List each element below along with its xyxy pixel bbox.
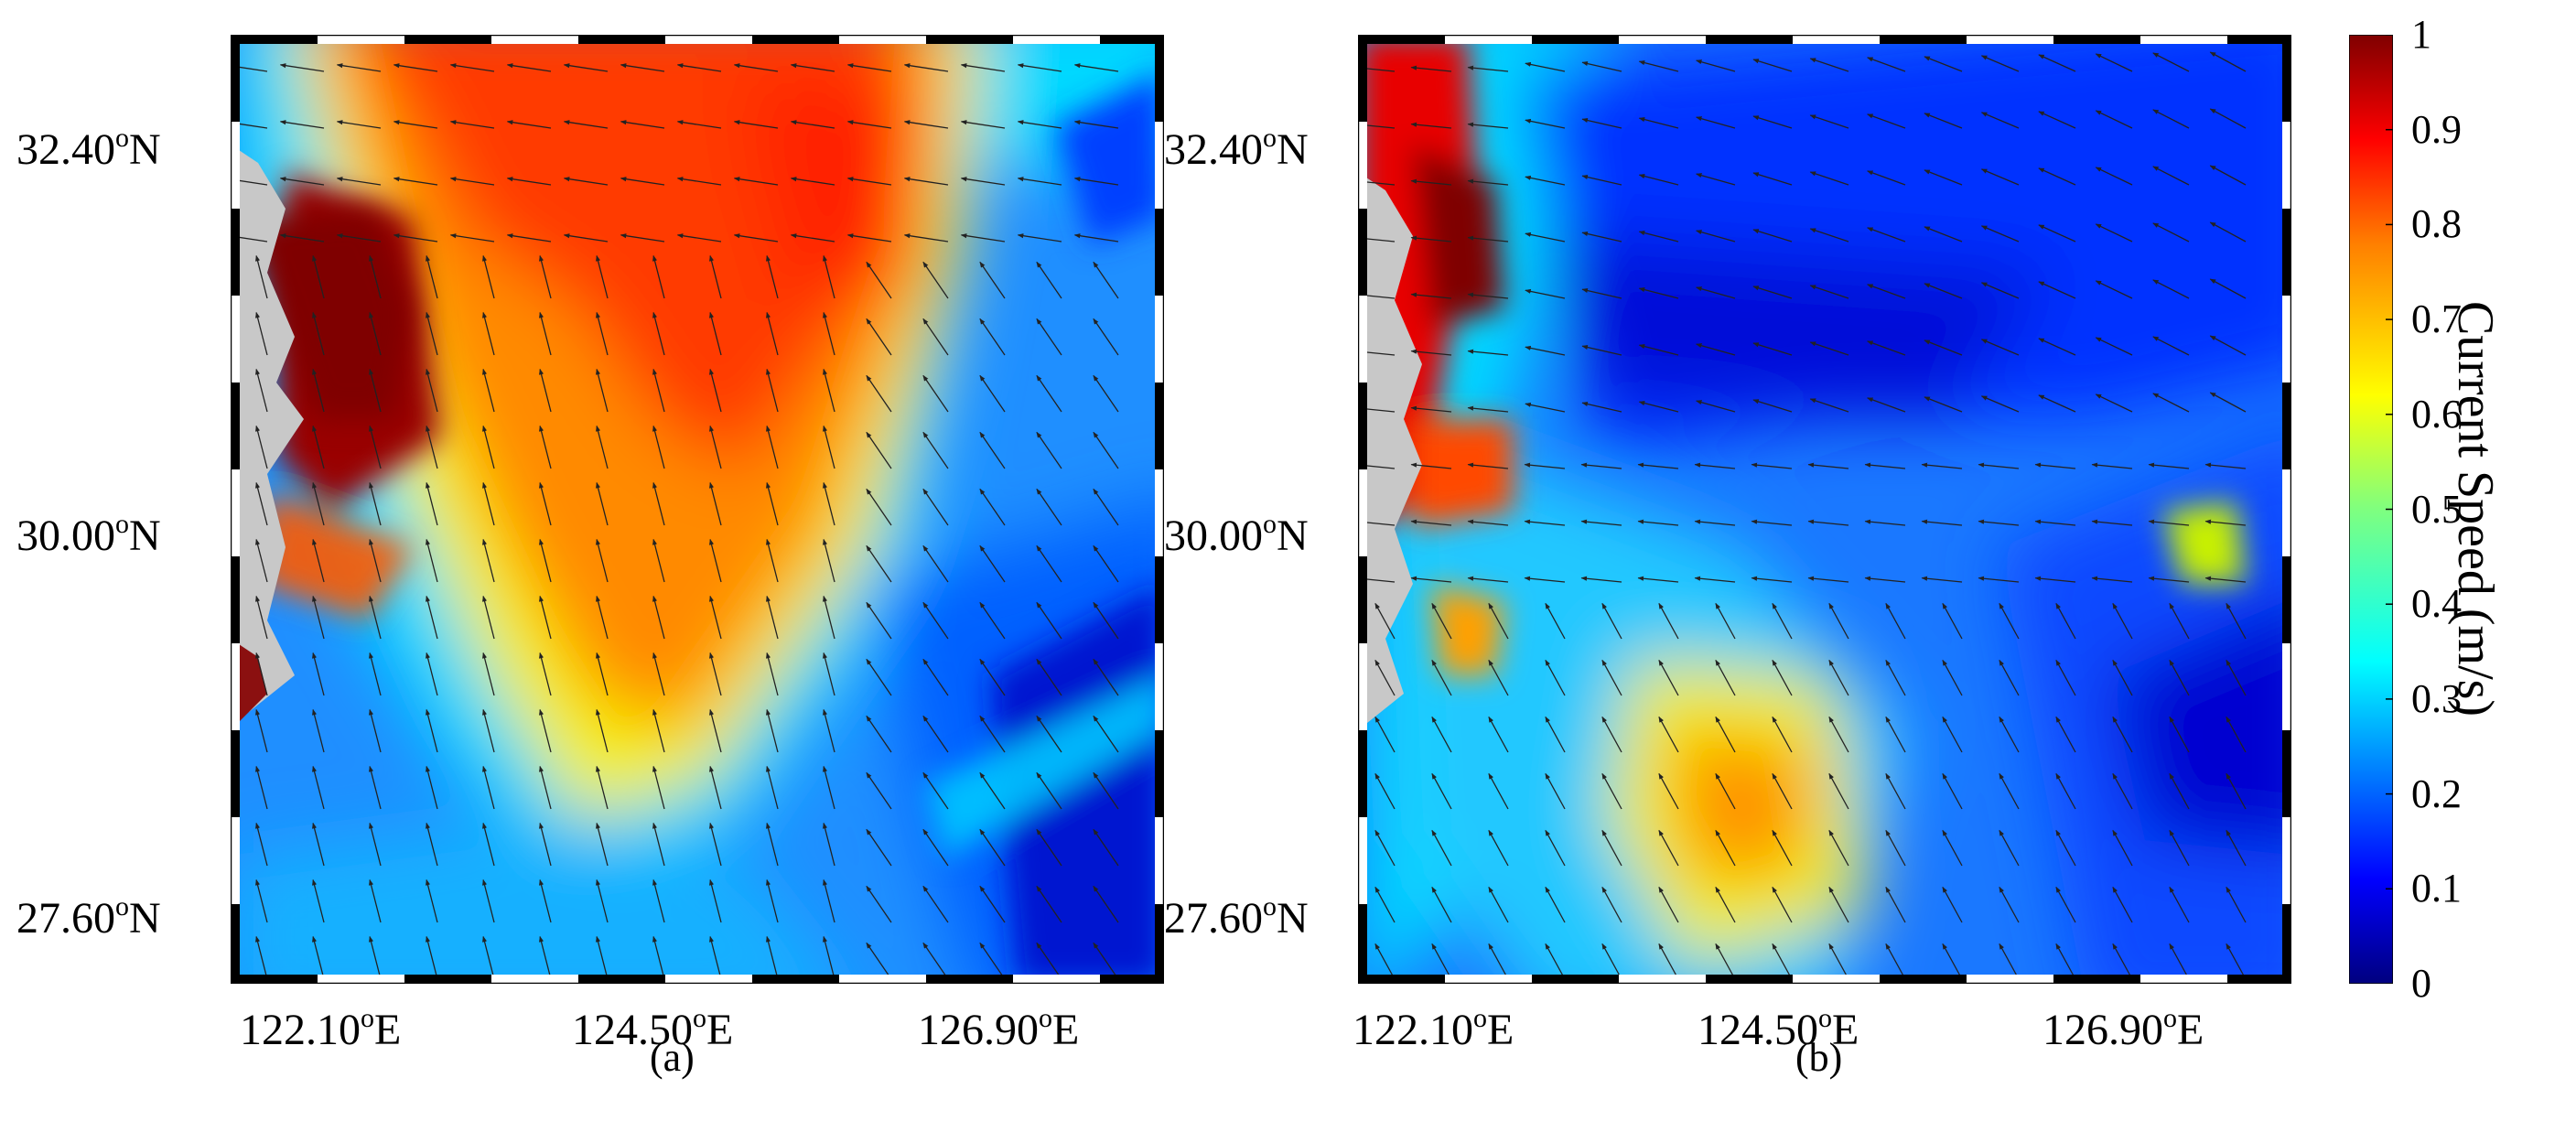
panel-a-label: (a) [650, 1035, 695, 1080]
velocity-vectors-a [231, 63, 1119, 980]
panel-b-label: (b) [1795, 1035, 1843, 1080]
current-speed-field-b [1358, 35, 2291, 984]
map-panel-a [231, 35, 1164, 984]
panel-b-lat-label-1: 32.40oN [1164, 123, 1309, 174]
panel-b-lat-label-2: 30.00oN [1164, 509, 1309, 560]
current-speed-field-a [231, 35, 1164, 984]
colorbar-tick-label: 0.6 [2411, 391, 2462, 437]
colorbar [2349, 35, 2393, 984]
colorbar-tick-label: 0.1 [2411, 866, 2462, 911]
colorbar-tick-label: 0.2 [2411, 771, 2462, 816]
map-frame-b [1358, 35, 2291, 984]
velocity-vectors-b [1358, 51, 2247, 980]
map-panel-b [1358, 35, 2291, 984]
panel-a-lat-label-2: 30.00oN [16, 509, 161, 560]
colorbar-tick-label: 0.8 [2411, 201, 2462, 247]
panel-b-lon-label-3: 126.90oE [2042, 1003, 2204, 1054]
colorbar-tick-label: 0.3 [2411, 675, 2462, 721]
colorbar-tick-label: 0.7 [2411, 296, 2462, 342]
panel-b-lon-label-2: 124.50oE [1698, 1003, 1859, 1054]
colorbar-title: Current Speed (m/s) [2447, 300, 2504, 717]
panel-b-lat-label-3: 27.60oN [1164, 891, 1309, 943]
colorbar-tick-label: 1 [2411, 12, 2431, 57]
panel-a-lon-label-2: 124.50oE [572, 1003, 734, 1054]
colorbar-tick-label: 0.5 [2411, 486, 2462, 532]
colorbar-tick-label: 0.9 [2411, 106, 2462, 152]
panel-a-lon-label-3: 126.90oE [918, 1003, 1080, 1054]
colorbar-tick-label: 0 [2411, 961, 2431, 1006]
panel-a-lat-label-1: 32.40oN [16, 123, 161, 174]
map-frame-a [231, 35, 1164, 984]
panel-a-lon-label-1: 122.10oE [240, 1003, 402, 1054]
panel-a-lat-label-3: 27.60oN [16, 891, 161, 943]
colorbar-tick-label: 0.4 [2411, 581, 2462, 627]
panel-b-lon-label-1: 122.10oE [1353, 1003, 1514, 1054]
